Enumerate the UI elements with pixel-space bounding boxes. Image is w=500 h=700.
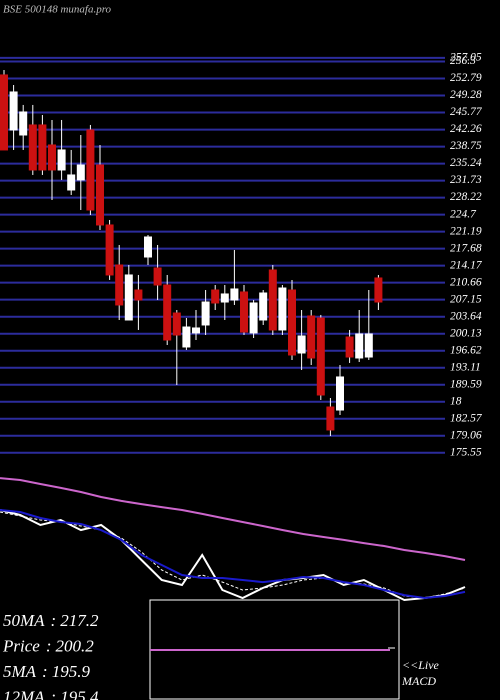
y-tick-label: 245.77 xyxy=(450,106,483,118)
legend-name: Price xyxy=(2,636,40,655)
y-tick-label: 203.64 xyxy=(450,310,482,322)
legend-name: 5MA xyxy=(3,662,37,681)
candle-body xyxy=(374,277,383,303)
candle-body xyxy=(144,236,152,258)
candle-body xyxy=(355,333,364,359)
candle-body xyxy=(259,292,268,321)
series-line xyxy=(0,511,466,599)
legend-entry: 50MA:217.2 xyxy=(3,611,99,630)
candle-body xyxy=(278,287,287,331)
candle-body xyxy=(115,264,124,306)
candle-body xyxy=(134,289,143,301)
y-tick-label: 249.28 xyxy=(450,89,482,101)
ma-lines xyxy=(0,477,466,602)
candle-body xyxy=(67,174,76,191)
macd-label: MACD xyxy=(401,674,436,688)
y-tick-label: 210.66 xyxy=(450,276,482,288)
y-tick-label: 221.19 xyxy=(450,225,482,237)
candle-body xyxy=(201,301,210,326)
candle-body xyxy=(211,289,220,304)
y-tick-label: 228.22 xyxy=(450,191,482,203)
candle-body xyxy=(153,267,162,286)
candle-body xyxy=(172,312,181,336)
candle-body xyxy=(9,91,18,131)
series-line xyxy=(0,509,466,600)
y-tick-label: 207.15 xyxy=(450,293,482,305)
y-tick-label: 214.17 xyxy=(450,259,483,271)
legend-entry: Price:200.2 xyxy=(2,636,94,655)
candle-body xyxy=(86,129,95,211)
candle-body xyxy=(28,124,37,171)
y-tick-label: 182.57 xyxy=(450,412,483,424)
candle-body xyxy=(297,335,306,354)
chart-title: BSE 500148 munafa.pro xyxy=(3,4,112,16)
legend-sep: : xyxy=(51,611,57,630)
candle-body xyxy=(38,124,47,171)
candle-body xyxy=(288,289,296,356)
legend-name: 50MA xyxy=(3,611,45,630)
candle-body xyxy=(336,376,344,411)
y-tick-label: 235.24 xyxy=(450,157,482,169)
candle-body xyxy=(230,288,239,301)
candle-body xyxy=(364,333,373,358)
candle-body xyxy=(326,406,335,431)
candle-body xyxy=(182,326,191,348)
series-line xyxy=(0,477,466,561)
y-tick-label: 256.3 xyxy=(450,55,476,67)
y-tick-label: 242.26 xyxy=(450,123,482,135)
y-tick-label: 231.73 xyxy=(450,174,482,186)
y-tick-label: 193.11 xyxy=(450,361,481,373)
legend-value: 217.2 xyxy=(60,611,99,630)
legend-entry: 5MA:195.9 xyxy=(3,662,90,681)
legend-sep: : xyxy=(51,687,57,700)
candle-body xyxy=(19,111,28,136)
y-tick-label: 196.62 xyxy=(450,344,482,356)
legend-name: 12MA xyxy=(3,687,45,700)
legend-sep: : xyxy=(42,662,48,681)
candle-body xyxy=(345,336,354,358)
y-tick-label: 217.68 xyxy=(450,242,482,254)
y-tick-label: 18 xyxy=(450,395,462,407)
legend-value: 195.4 xyxy=(60,687,99,700)
legend-sep: : xyxy=(46,636,52,655)
candle-body xyxy=(268,269,277,331)
candle-body xyxy=(163,284,172,341)
y-tick-label: 200.13 xyxy=(450,327,482,339)
legend-entry: 12MA:195.4 xyxy=(3,687,99,700)
y-tick-label: 189.59 xyxy=(450,378,482,390)
candle-body xyxy=(316,317,325,396)
candle-body xyxy=(124,274,133,321)
y-tick-label: 224.7 xyxy=(450,208,477,220)
live-label: <<Live xyxy=(402,658,440,672)
y-tick-label: 175.55 xyxy=(450,446,482,458)
candle-body xyxy=(220,293,229,303)
legend-value: 195.9 xyxy=(52,662,91,681)
candle-body xyxy=(249,302,258,334)
y-tick-label: 252.79 xyxy=(450,72,482,84)
y-tick-label: 257.05 xyxy=(450,52,482,64)
candle-body xyxy=(76,164,85,181)
y-tick-label: 238.75 xyxy=(450,140,482,152)
candle-body xyxy=(57,149,66,171)
candle-body xyxy=(240,291,248,333)
candle-body xyxy=(48,144,56,171)
candle-body xyxy=(192,327,200,334)
candle-body xyxy=(96,164,104,226)
candle-body xyxy=(0,74,8,151)
candles xyxy=(0,69,383,436)
candle-body xyxy=(307,315,316,359)
legend-value: 200.2 xyxy=(56,636,95,655)
candle-body xyxy=(105,224,114,276)
y-tick-label: 179.06 xyxy=(450,429,482,441)
